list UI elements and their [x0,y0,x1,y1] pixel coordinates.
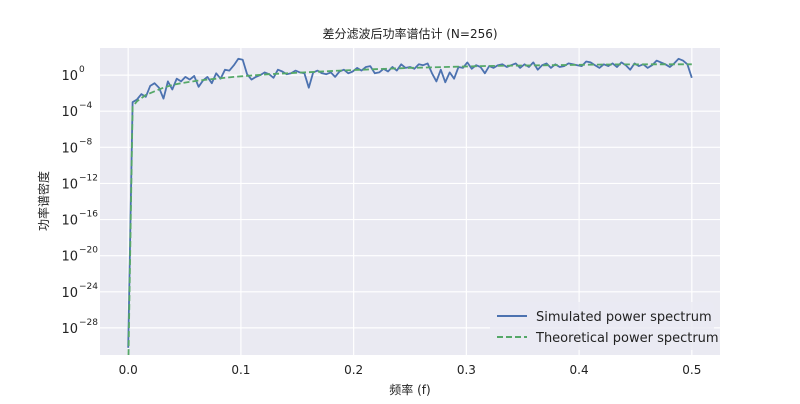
legend-label: Theoretical power spectrum [535,331,719,346]
x-tick-label: 0.5 [682,363,701,377]
grid [100,48,720,355]
legend-box [490,302,714,350]
y-tick-exponent: −12 [79,173,98,183]
y-tick-exponent: −24 [79,282,98,292]
x-tick-label: 0.0 [119,363,138,377]
y-tick-exponent: 0 [79,65,85,75]
legend: Simulated power spectrum Theoretical powe… [490,302,719,350]
data-lines [127,57,693,355]
y-tick-exponent: −4 [79,101,93,111]
y-tick-label: 10 [61,105,78,120]
x-axis-ticks: 0.0 0.1 0.2 0.3 0.4 0.5 [119,363,702,377]
series-line-theoretical [127,63,692,355]
y-tick-exponent: −20 [79,246,98,256]
chart-title: 差分滤波后功率谱估计 (N=256) [322,26,497,41]
y-axis-label: 功率谱密度 [36,171,51,231]
y-tick-label: 10 [61,286,78,301]
y-tick-exponent: −28 [79,318,98,328]
x-axis-label: 频率 (f) [389,382,430,397]
x-tick-label: 0.4 [570,363,589,377]
y-tick-label: 10 [61,141,78,156]
x-tick-label: 0.1 [231,363,250,377]
x-tick-label: 0.3 [457,363,476,377]
y-tick-exponent: −16 [79,210,98,220]
y-tick-label: 10 [61,69,78,84]
y-tick-label: 10 [61,214,78,229]
y-tick-label: 10 [61,177,78,192]
legend-label: Simulated power spectrum [536,310,712,325]
y-tick-exponent: −8 [79,137,93,147]
y-tick-label: 10 [61,250,78,265]
x-tick-label: 0.2 [344,363,363,377]
y-tick-label: 10 [61,322,78,337]
